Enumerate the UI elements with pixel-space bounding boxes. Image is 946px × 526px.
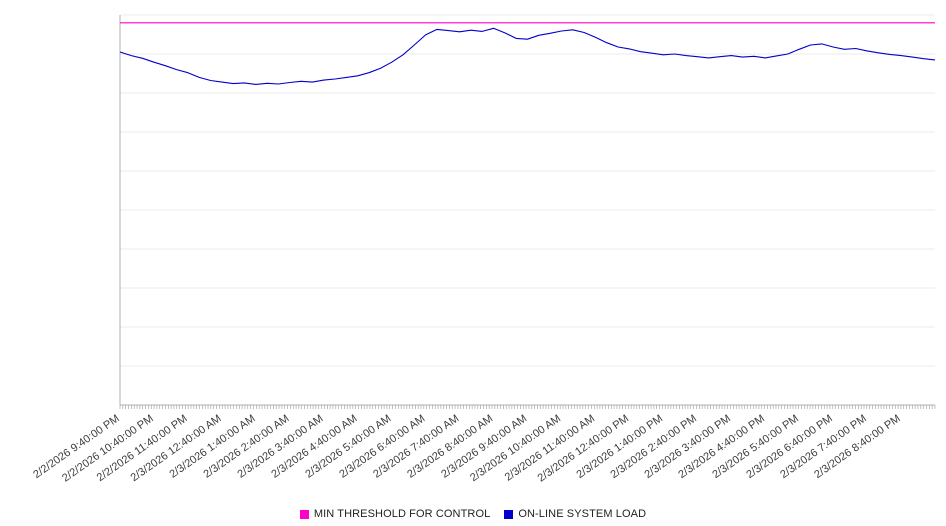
legend-item-threshold: MIN THRESHOLD FOR CONTROL [299,508,491,520]
threshold-legend-swatch [299,509,309,519]
system-load-legend-swatch [504,509,514,519]
legend: MIN THRESHOLD FOR CONTROL ON-LINE SYSTEM… [0,508,946,520]
threshold-legend-label: MIN THRESHOLD FOR CONTROL [313,508,491,520]
legend-item-system-load: ON-LINE SYSTEM LOAD [504,508,646,520]
system-load-legend-label: ON-LINE SYSTEM LOAD [518,508,647,520]
system-load-line [119,27,936,85]
